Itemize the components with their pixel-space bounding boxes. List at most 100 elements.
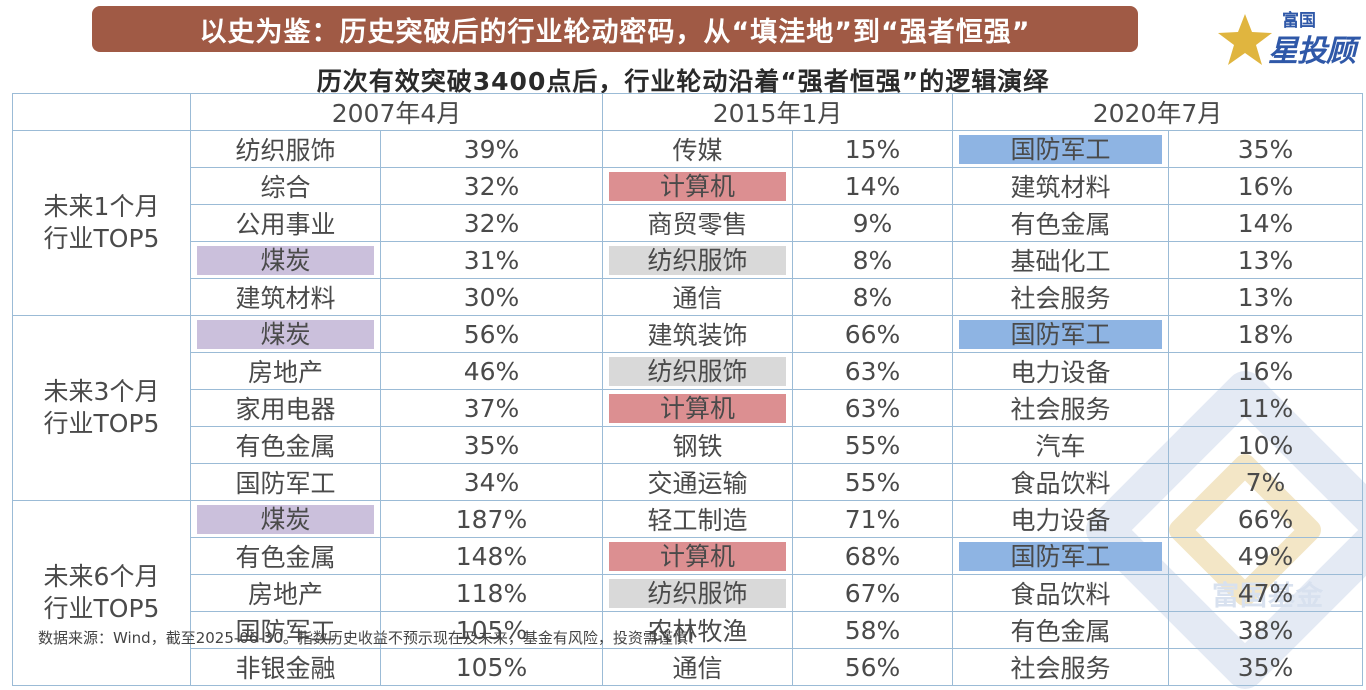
- return-pct-cell: 118%: [380, 574, 603, 612]
- table-row: 有色金属 148% 计算机 68% 国防军工 49%: [13, 537, 1363, 575]
- return-pct-cell: 37%: [380, 389, 603, 427]
- industry-name: 社会服务: [1010, 284, 1111, 313]
- industry-cell: 有色金属: [952, 611, 1169, 649]
- industry-cell: 国防军工: [952, 537, 1169, 575]
- return-pct-cell: 39%: [380, 130, 603, 168]
- period-header: 2007年4月: [190, 93, 603, 131]
- industry-name: 房地产: [247, 358, 323, 387]
- return-pct-cell: 49%: [1168, 537, 1363, 575]
- industry-name: 商贸零售: [647, 210, 748, 239]
- brand-top-text: 富国: [1282, 11, 1316, 31]
- return-pct-cell: 16%: [1168, 352, 1363, 390]
- industry-cell: 有色金属: [952, 204, 1169, 242]
- return-pct-cell: 56%: [380, 315, 603, 353]
- industry-name: 通信: [672, 654, 723, 683]
- industry-cell: 家用电器: [190, 389, 381, 427]
- brand-logo: 富国 星投顾: [1214, 6, 1360, 69]
- horizon-label-line1: 未来6个月: [43, 562, 160, 591]
- banner-title: 以史为鉴：历史突破后的行业轮动密码，从“填洼地”到“强者恒强”: [199, 16, 1031, 48]
- return-pct-cell: 34%: [380, 463, 603, 501]
- table-row: 家用电器 37% 计算机 63% 社会服务 11%: [13, 389, 1363, 427]
- industry-name: 建筑材料: [1010, 173, 1111, 202]
- return-pct-cell: 55%: [792, 463, 953, 501]
- industry-cell: 纺织服饰: [602, 241, 793, 279]
- industry-name: 农林牧渔: [647, 617, 748, 646]
- table-row: 国防军工 105% 农林牧渔 58% 有色金属 38%: [13, 611, 1363, 649]
- industry-name: 国防军工: [959, 319, 1162, 349]
- return-pct-cell: 58%: [792, 611, 953, 649]
- industry-name: 计算机: [609, 541, 786, 571]
- return-pct-cell: 14%: [792, 167, 953, 205]
- industry-cell: 商贸零售: [602, 204, 793, 242]
- industry-name: 煤炭: [197, 319, 374, 349]
- table-row: 未来6个月 行业TOP5 煤炭 187% 轻工制造 71% 电力设备 66%: [12, 500, 1363, 686]
- industry-name: 公用事业: [235, 210, 336, 239]
- horizon-label-line1: 未来3个月: [43, 377, 160, 406]
- industry-name: 食品饮料: [1010, 469, 1111, 498]
- return-pct-cell: 35%: [1168, 648, 1363, 686]
- industry-cell: 房地产: [190, 574, 381, 612]
- return-pct-cell: 16%: [1168, 167, 1363, 205]
- table-row: 房地产 46% 纺织服饰 63% 电力设备 16%: [13, 352, 1363, 390]
- industry-cell: 通信: [602, 648, 793, 686]
- industry-cell: 非银金融: [190, 648, 381, 686]
- industry-cell: 煤炭: [190, 241, 381, 279]
- period-header: 2015年1月: [602, 93, 953, 131]
- industry-cell: 通信: [602, 278, 793, 316]
- industry-name: 有色金属: [235, 543, 336, 572]
- return-pct-cell: 35%: [380, 426, 603, 464]
- industry-cell: 建筑装饰: [602, 315, 793, 353]
- return-pct-cell: 11%: [1168, 389, 1363, 427]
- return-pct-cell: 8%: [792, 241, 953, 279]
- industry-cell: 食品饮料: [952, 463, 1169, 501]
- brand-main-text: 星投顾: [1268, 34, 1356, 69]
- industry-name: 建筑材料: [235, 284, 336, 313]
- industry-name: 家用电器: [235, 395, 336, 424]
- horizon-label: 未来1个月 行业TOP5: [12, 130, 191, 316]
- industry-cell: 基础化工: [952, 241, 1169, 279]
- return-pct-cell: 105%: [380, 611, 603, 649]
- return-pct-cell: 56%: [792, 648, 953, 686]
- industry-name: 计算机: [609, 171, 786, 201]
- industry-name: 社会服务: [1010, 395, 1111, 424]
- table-row: 综合 32% 计算机 14% 建筑材料 16%: [13, 167, 1363, 205]
- header-row: 2007年4月 2015年1月 2020年7月: [12, 93, 1363, 131]
- industry-cell: 电力设备: [952, 352, 1169, 390]
- industry-cell: 纺织服饰: [190, 130, 381, 168]
- return-pct-cell: 55%: [792, 426, 953, 464]
- industry-cell: 煤炭: [190, 315, 381, 353]
- period-header: 2020年7月: [952, 93, 1363, 131]
- return-pct-cell: 9%: [792, 204, 953, 242]
- return-pct-cell: 187%: [380, 500, 603, 538]
- return-pct-cell: 67%: [792, 574, 953, 612]
- table-row: 公用事业 32% 商贸零售 9% 有色金属 14%: [13, 204, 1363, 242]
- return-pct-cell: 15%: [792, 130, 953, 168]
- source-note: 数据来源：Wind，截至2025-06-30。指数历史收益不预示现在及未来，基金…: [38, 629, 703, 647]
- industry-name: 建筑装饰: [647, 321, 748, 350]
- return-pct-cell: 14%: [1168, 204, 1363, 242]
- return-pct-cell: 13%: [1168, 278, 1363, 316]
- industry-name: 电力设备: [1010, 506, 1111, 535]
- industry-name: 传媒: [672, 136, 723, 165]
- industry-name: 基础化工: [1010, 247, 1111, 276]
- industry-name: 汽车: [1035, 432, 1086, 461]
- industry-name: 交通运输: [647, 469, 748, 498]
- star-logo-icon: [1218, 14, 1272, 65]
- return-pct-cell: 63%: [792, 352, 953, 390]
- return-pct-cell: 68%: [792, 537, 953, 575]
- industry-name: 电力设备: [1010, 358, 1111, 387]
- industry-name: 纺织服饰: [609, 578, 786, 608]
- return-pct-cell: 10%: [1168, 426, 1363, 464]
- return-pct-cell: 66%: [1168, 500, 1363, 538]
- title-banner: 以史为鉴：历史突破后的行业轮动密码，从“填洼地”到“强者恒强”: [92, 6, 1138, 52]
- return-pct-cell: 32%: [380, 204, 603, 242]
- industry-cell: 建筑材料: [952, 167, 1169, 205]
- industry-name: 煤炭: [197, 504, 374, 534]
- horizon-label-line2: 行业TOP5: [43, 594, 160, 623]
- table-subtitle: 历次有效突破3400点后，行业轮动沿着“强者恒强”的逻辑演绎: [316, 67, 1050, 96]
- table-row: 非银金融 105% 通信 56% 社会服务 35%: [13, 648, 1363, 686]
- return-pct-cell: 66%: [792, 315, 953, 353]
- return-pct-cell: 32%: [380, 167, 603, 205]
- return-pct-cell: 30%: [380, 278, 603, 316]
- table-row: 建筑材料 30% 通信 8% 社会服务 13%: [13, 278, 1363, 316]
